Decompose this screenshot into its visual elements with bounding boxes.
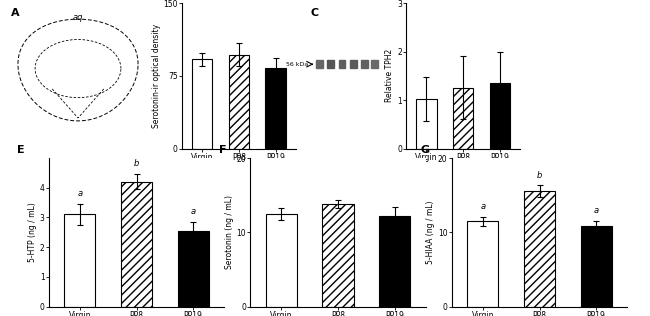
Y-axis label: Relative TPH2: Relative TPH2 xyxy=(385,49,395,102)
Text: b: b xyxy=(537,171,542,179)
Bar xyxy=(192,59,213,149)
Bar xyxy=(266,214,297,307)
Bar xyxy=(379,216,410,307)
Text: aq: aq xyxy=(73,13,83,22)
Y-axis label: 5-HTP (ng / mL): 5-HTP (ng / mL) xyxy=(28,202,37,262)
Bar xyxy=(524,191,555,307)
Bar xyxy=(417,99,437,149)
Text: a: a xyxy=(593,206,599,215)
Bar xyxy=(350,60,357,68)
Text: a: a xyxy=(77,189,83,198)
Text: a: a xyxy=(190,207,196,216)
Text: b: b xyxy=(134,159,139,168)
Text: E: E xyxy=(17,145,25,155)
Text: G: G xyxy=(420,145,429,155)
Text: C: C xyxy=(311,8,319,17)
Text: 56 kDa: 56 kDa xyxy=(286,62,308,67)
Y-axis label: 5-HIAA (ng / mL): 5-HIAA (ng / mL) xyxy=(426,201,436,264)
Bar xyxy=(317,60,323,68)
Bar xyxy=(580,226,612,307)
Bar xyxy=(328,60,334,68)
Bar xyxy=(265,68,285,149)
Y-axis label: Serotonin-ir optical density: Serotonin-ir optical density xyxy=(151,24,161,128)
Bar xyxy=(229,55,249,149)
Bar xyxy=(453,88,473,149)
Text: a: a xyxy=(480,202,486,211)
Bar xyxy=(121,182,152,307)
Bar xyxy=(64,215,96,307)
Bar xyxy=(370,60,378,68)
Bar xyxy=(322,204,354,307)
Bar xyxy=(177,231,209,307)
Text: A: A xyxy=(11,8,20,17)
Bar xyxy=(339,60,345,68)
Y-axis label: Serotonin (ng / mL): Serotonin (ng / mL) xyxy=(225,195,234,269)
Bar xyxy=(361,60,368,68)
Text: F: F xyxy=(218,145,226,155)
Bar xyxy=(489,83,510,149)
Bar xyxy=(467,221,499,307)
